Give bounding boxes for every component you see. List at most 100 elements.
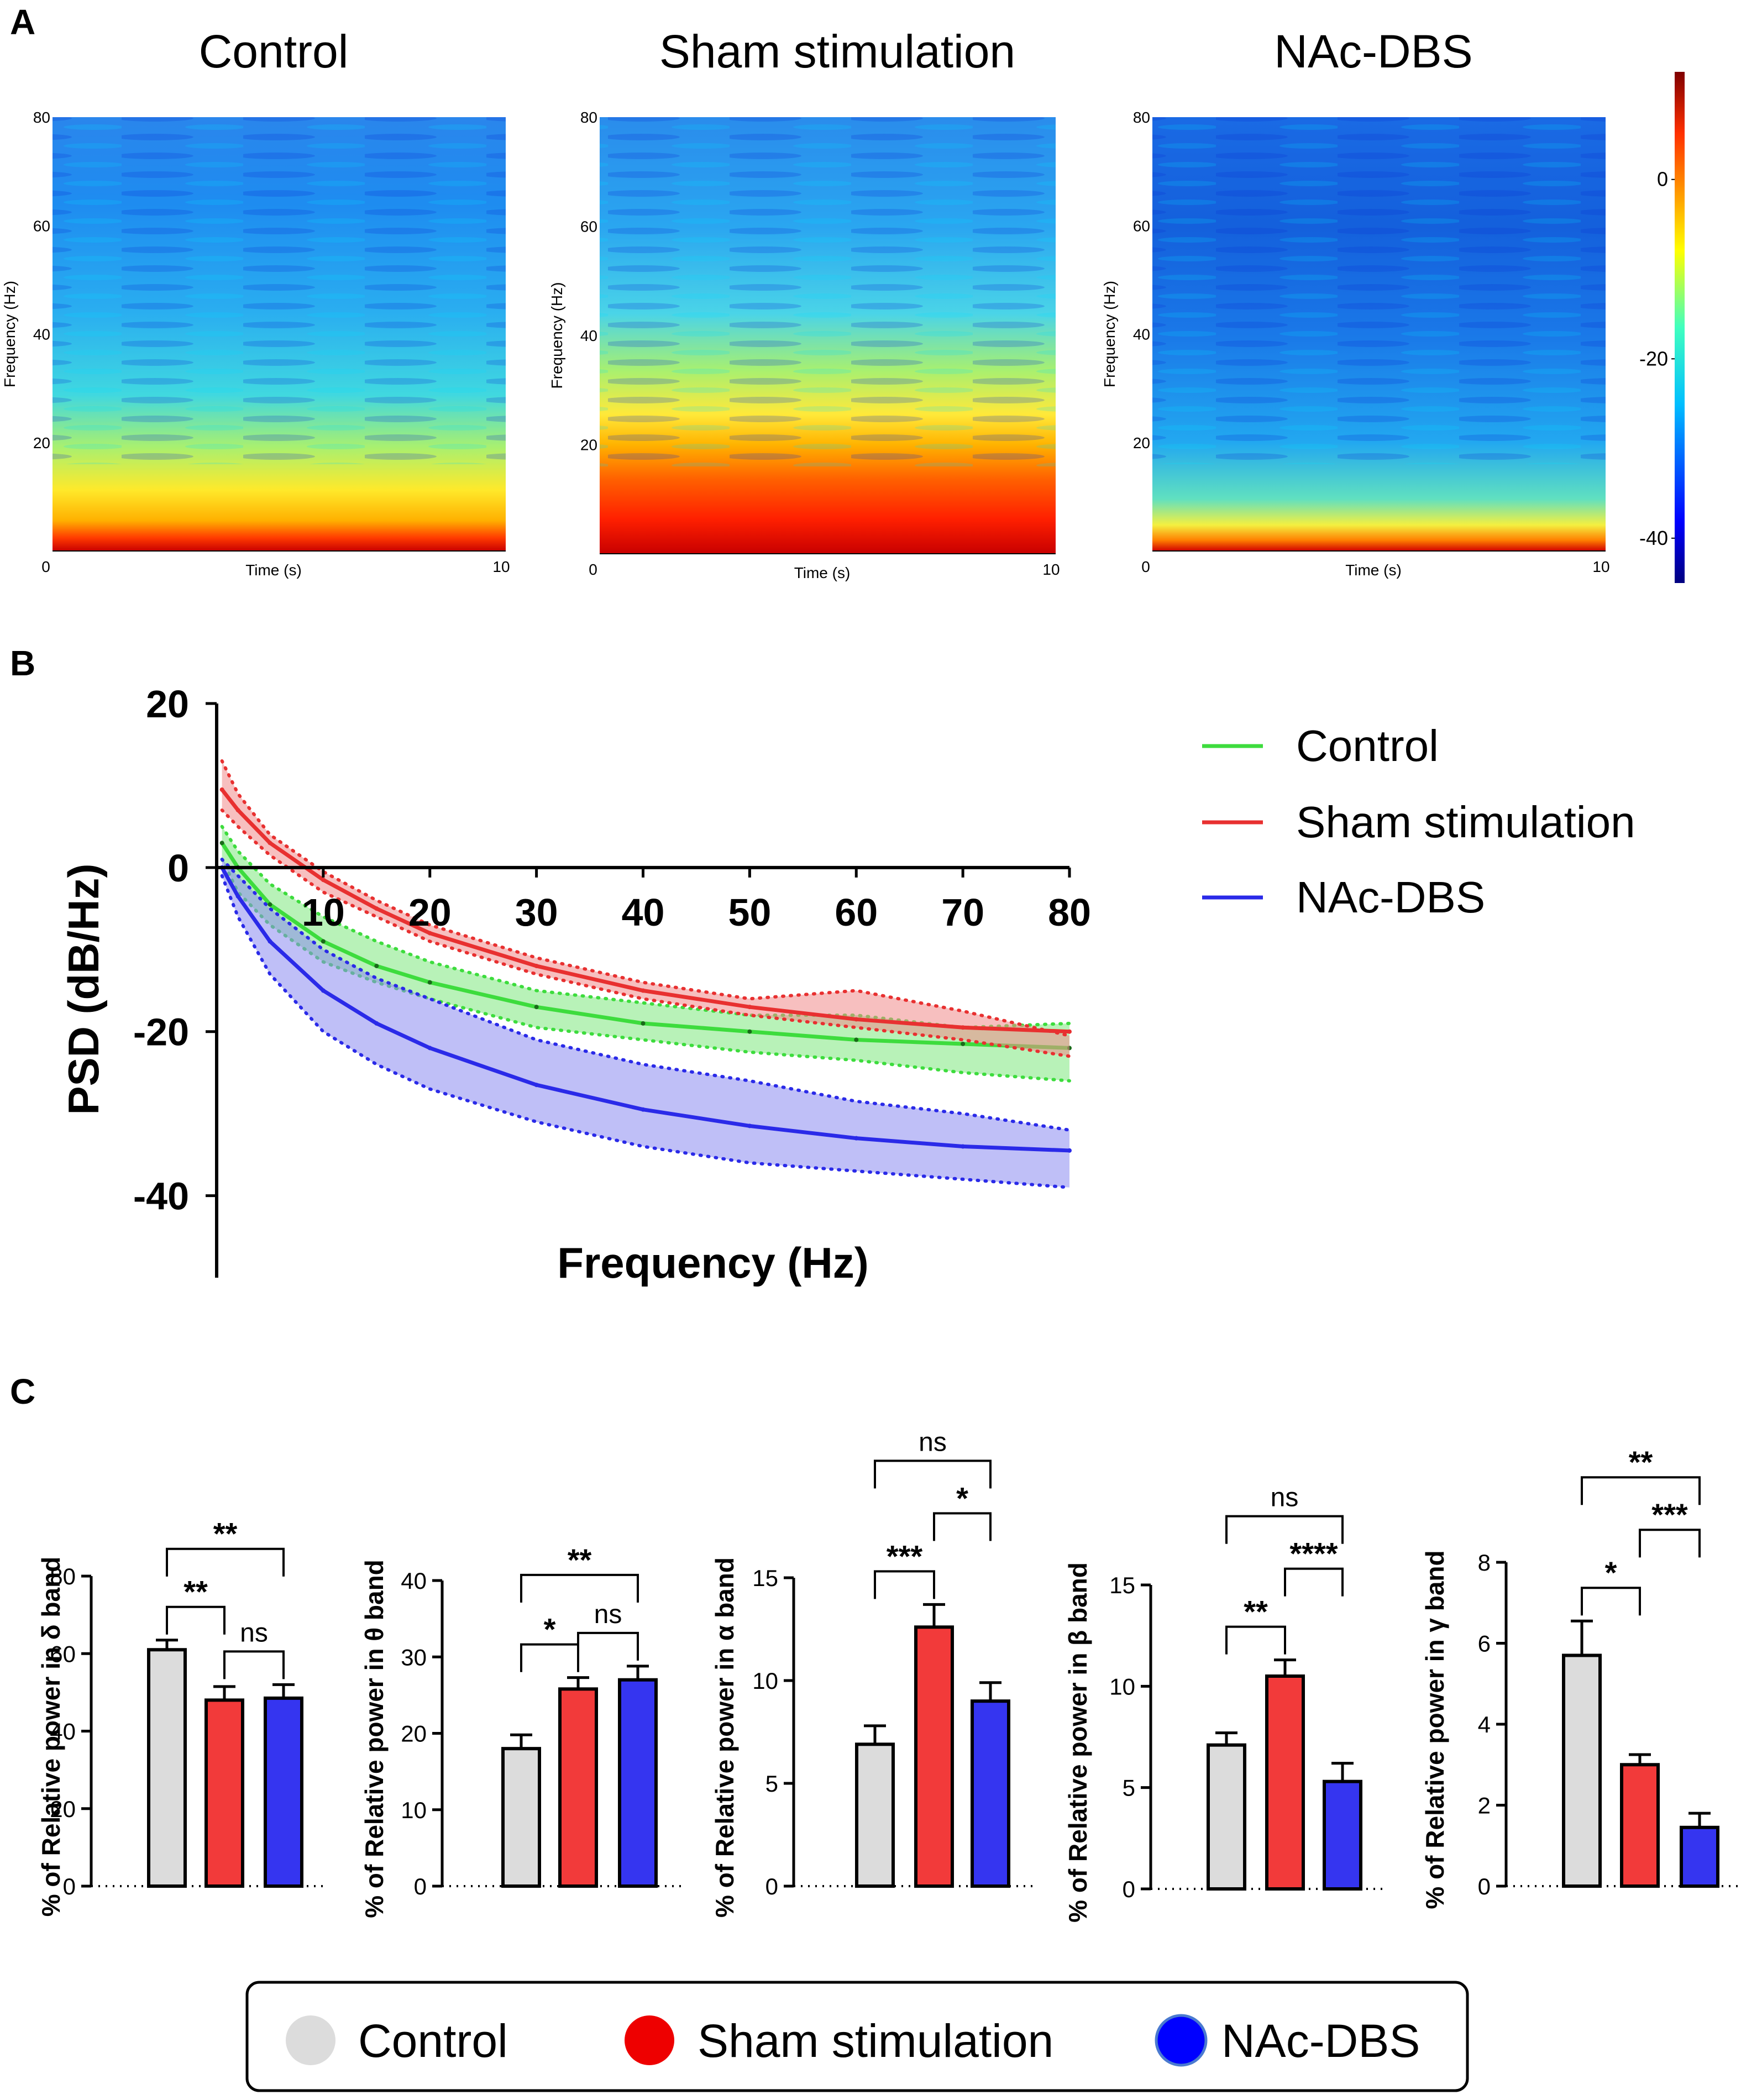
spectrogram-3: NAc-DBS 20 40 60 80 0 10 Time (s) Frequency (Hz) (1101, 25, 1610, 579)
colorbar: 0 -20 -40 (1639, 72, 1685, 583)
psd-x-tick-label: 80 (1048, 891, 1091, 934)
psd-x-tick-label: 10 (302, 891, 345, 934)
spectrogram-y-tick: 80 (580, 109, 597, 126)
spectrogram-y-tick: 20 (1133, 434, 1150, 452)
bar-y-tick-label: 30 (401, 1644, 427, 1670)
sig-bracket (577, 1631, 639, 1661)
sig-bracket (874, 1460, 992, 1489)
colorbar-gradient (1675, 72, 1685, 583)
psd-series-sham (219, 759, 1072, 1058)
panel-a-spectrograms: Control 20 40 60 80 0 10 Time (s) Frequency (Hz)… (1, 25, 1610, 581)
group-legend: Control Sham stimulation NAc-DBS (245, 1981, 1469, 2092)
psd-point-control (854, 1037, 859, 1042)
psd-mean-control (220, 842, 1070, 1050)
psd-point-control (961, 1041, 966, 1046)
bar-y-tick-label: 8 (1478, 1550, 1491, 1576)
bar-dbs (618, 1678, 658, 1888)
bar-control (1207, 1743, 1246, 1891)
sig-bracket (1284, 1567, 1344, 1597)
psd-ylabel: PSD (dB/Hz) (59, 864, 108, 1115)
psd-point-dbs (961, 1144, 966, 1149)
bar-y-tick-label: 0 (765, 1873, 778, 1899)
bar-y-tick-label: 0 (414, 1873, 427, 1899)
psd-point-control (534, 1005, 539, 1010)
psd-point-dbs (374, 1021, 379, 1026)
sig-label: ns (594, 1600, 622, 1629)
bar-y-tick-label: 10 (1109, 1673, 1135, 1699)
bar-ylabel: % of Relative power in δ band (36, 1557, 65, 1917)
bar-dbs (971, 1699, 1010, 1888)
psd-legend: Control Sham stimulation NAc-DBS (1202, 721, 1635, 922)
sig-label: **** (1289, 1536, 1338, 1571)
spectrogram-x-tick: 10 (1592, 558, 1609, 575)
sig-label: ** (1244, 1594, 1268, 1629)
bar-y-tick-label: 80 (50, 1563, 76, 1589)
psd-point-dbs (534, 1083, 539, 1088)
psd-point-sham (219, 787, 224, 792)
spectrogram-x-tick: 0 (589, 561, 597, 578)
spectrogram-xlabel: Time (s) (794, 564, 851, 581)
legend-dot-control (286, 2015, 335, 2065)
bar-y-tick-label: 40 (401, 1568, 427, 1594)
psd-bound-lower-dbs (220, 874, 1071, 1189)
sig-bracket (933, 1512, 992, 1541)
spectrogram-y-tick: 60 (1133, 217, 1150, 234)
spectrogram-y-tick: 40 (33, 326, 50, 343)
legend-text-control: Control (358, 2015, 508, 2067)
bar-y-tick-label: 5 (1123, 1775, 1135, 1801)
bar-control (147, 1648, 187, 1888)
sig-label: * (1605, 1555, 1617, 1590)
psd-y-tick-label: 20 (146, 683, 189, 726)
psd-point-dbs (854, 1136, 859, 1141)
bar-y-tick-label: 0 (63, 1873, 76, 1899)
psd-point-dbs (1067, 1148, 1072, 1153)
sig-label: ** (568, 1542, 592, 1577)
sig-bracket (874, 1570, 935, 1599)
psd-y-tick-label: 0 (167, 847, 189, 890)
psd-x-tick-label: 60 (835, 891, 878, 934)
bar-y-tick-label: 0 (1478, 1873, 1491, 1899)
sig-bracket (1225, 1515, 1344, 1544)
spectrogram-y-tick: 80 (1133, 109, 1150, 126)
bar-y-tick-label: 6 (1478, 1631, 1491, 1657)
psd-point-sham (961, 1025, 966, 1030)
spectrogram-1: Control 20 40 60 80 0 10 Time (s) Frequency (Hz) (1, 25, 510, 579)
psd-x-tick-label: 40 (622, 891, 665, 934)
sig-label: * (544, 1612, 556, 1647)
spectrogram-title: Sham stimulation (659, 25, 1015, 77)
sig-label: ns (240, 1618, 268, 1647)
bar-control (1562, 1653, 1602, 1888)
psd-x-tick-label: 50 (728, 891, 771, 934)
bar-chart-2: 0 10 20 30 40 % of Relative power in θ band * n… (360, 1542, 682, 1918)
spectrogram-xlabel: Time (s) (1345, 561, 1402, 579)
bar-sham (914, 1625, 954, 1888)
legend-label-dbs: NAc-DBS (1296, 873, 1485, 922)
psd-point-control (374, 963, 379, 968)
spectrogram-ylabel: Frequency (Hz) (1101, 281, 1118, 387)
spectrogram-x-tick: 0 (41, 558, 50, 575)
bar-control (501, 1747, 541, 1888)
psd-bound-upper-dbs (220, 858, 1071, 1132)
panel-letter-c: C (10, 1372, 35, 1411)
sig-bracket (1581, 1476, 1701, 1505)
psd-point-control (219, 841, 224, 846)
bar-ylabel: % of Relative power in α band (710, 1557, 739, 1918)
bar-y-tick-label: 4 (1478, 1712, 1491, 1737)
psd-bound-upper-sham (220, 759, 1071, 1038)
panel-letter-a: A (10, 2, 35, 42)
psd-mean-sham (220, 788, 1070, 1034)
psd-point-control (641, 1021, 646, 1026)
sig-bracket (1581, 1587, 1641, 1616)
spectrogram-y-tick: 40 (580, 327, 597, 344)
sig-label: *** (1651, 1497, 1688, 1532)
psd-point-sham (427, 931, 432, 936)
bar-ylabel: % of Relative power in γ band (1420, 1550, 1449, 1909)
spectrogram-x-tick: 10 (492, 558, 510, 575)
spectrogram-y-tick: 80 (33, 109, 50, 126)
legend-dot-sham (625, 2015, 674, 2065)
bar-ylabel: % of Relative power in β band (1063, 1562, 1092, 1923)
spectrogram-y-tick: 40 (1133, 326, 1150, 343)
